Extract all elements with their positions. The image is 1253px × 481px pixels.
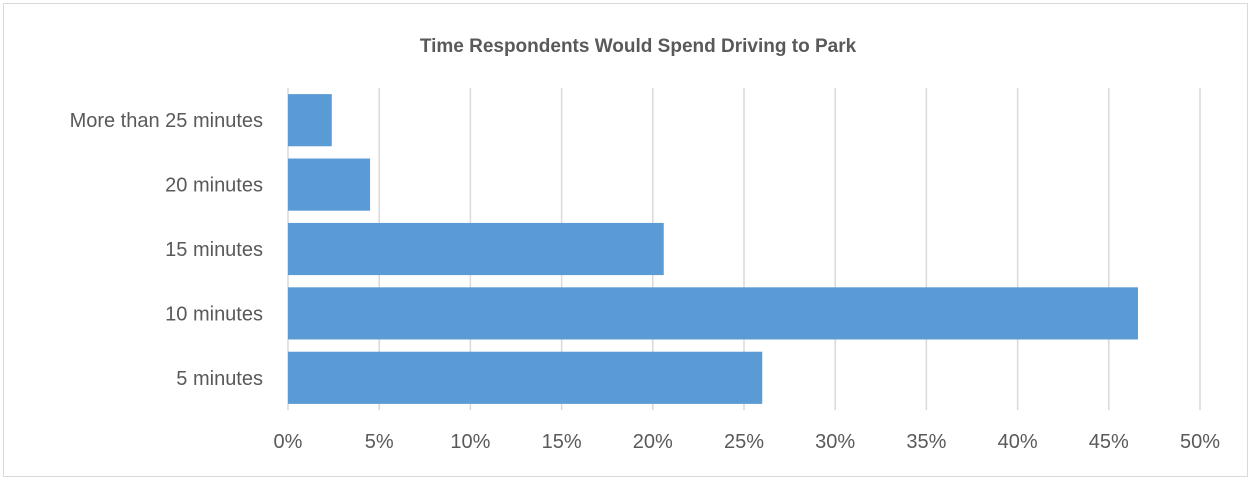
- category-label: 5 minutes: [176, 368, 263, 390]
- x-tick-label: 40%: [998, 431, 1038, 453]
- chart-title: Time Respondents Would Spend Driving to …: [420, 36, 857, 57]
- bar: [288, 222, 664, 276]
- x-tick-label: 45%: [1089, 431, 1129, 453]
- x-tick-label: 35%: [906, 431, 946, 453]
- category-labels: More than 25 minutes 20 minutes 15 minutes…: [70, 110, 263, 390]
- category-label: 10 minutes: [165, 303, 263, 325]
- bar: [288, 351, 763, 404]
- bar: [288, 94, 332, 147]
- bars: [288, 94, 1138, 404]
- category-label: 20 minutes: [165, 175, 263, 197]
- x-tick-labels: 0% 5% 10% 15% 20% 25% 30% 35% 40% 45% 50%: [274, 431, 1221, 453]
- x-tick-label: 5%: [365, 431, 394, 453]
- bar: [288, 287, 1138, 340]
- x-tick-label: 0%: [274, 431, 303, 453]
- category-label: 15 minutes: [165, 239, 263, 261]
- x-tick-label: 25%: [724, 431, 764, 453]
- category-label: More than 25 minutes: [70, 110, 263, 132]
- x-tick-label: 30%: [815, 431, 855, 453]
- x-tick-label: 50%: [1180, 431, 1220, 453]
- bar: [288, 158, 371, 211]
- x-tick-label: 20%: [633, 431, 673, 453]
- x-tick-label: 15%: [542, 431, 582, 453]
- x-tick-label: 10%: [450, 431, 490, 453]
